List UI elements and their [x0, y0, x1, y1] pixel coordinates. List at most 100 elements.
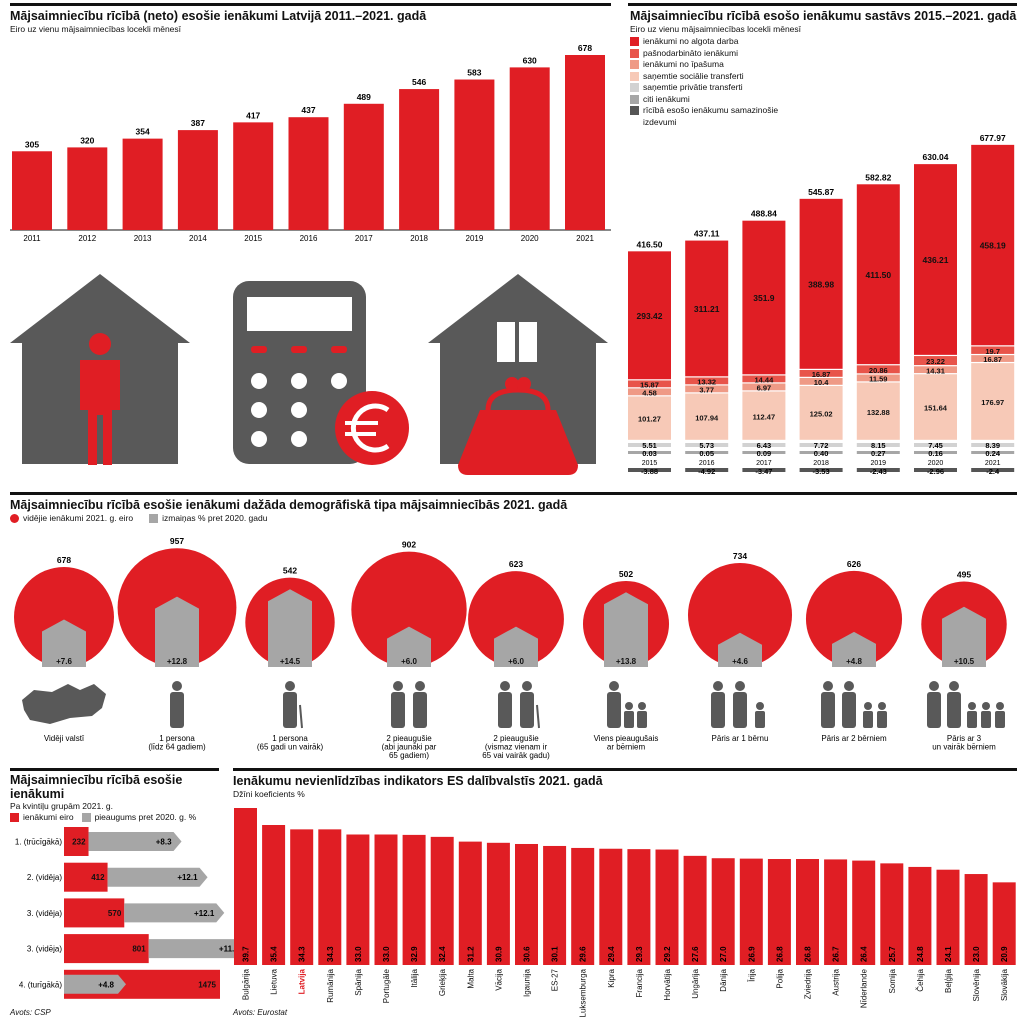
legend-label: izmaiņas % pret 2020. gadu: [162, 513, 268, 523]
bar: [233, 122, 274, 230]
income-bar: [64, 898, 125, 928]
legend-item: rīcībā esošo ienākumu samazinošie izdevu…: [630, 105, 810, 128]
panel4-subtitle: Pa kvintiļu grupām 2021. g.: [10, 801, 114, 811]
bar: [627, 849, 651, 965]
category-label: 3. (vidēja): [27, 909, 62, 918]
x-tick-label: 2018: [813, 460, 829, 467]
category-label: 65 vai vairāk gadu): [482, 751, 550, 760]
total-label: 677.97: [980, 133, 1006, 143]
stack-segment: [856, 184, 900, 365]
bar: [177, 130, 218, 230]
income-value-label: 502: [619, 569, 633, 579]
person-icon: [929, 681, 939, 691]
panel3-legend: vidējie ienākumi 2021. g. eiro izmaiņas …: [10, 513, 267, 525]
x-tick-label: 2017: [355, 234, 373, 243]
income-bubble: [468, 571, 564, 667]
person-icon: [413, 692, 427, 728]
change-arrow: [124, 903, 225, 923]
person-icon: [391, 692, 405, 728]
bar-value-label: 32.9: [410, 946, 419, 962]
country-label: Ungārija: [691, 968, 700, 998]
child-icon: [968, 702, 976, 710]
legend-label: ienākumi no īpašuma: [643, 59, 724, 69]
latvia-map-icon: [22, 684, 106, 724]
total-label: 488.84: [751, 209, 777, 219]
change-house-shape: [494, 626, 538, 667]
bar: [655, 849, 679, 965]
change-house-shape: [268, 589, 312, 667]
income-bubble: [117, 548, 237, 667]
segment-label: 151.64: [924, 404, 948, 413]
other-income-strip: [742, 451, 786, 454]
bar-value-label: 305: [25, 139, 39, 149]
expenses-strip: [971, 468, 1015, 472]
country-label: Čehija: [916, 968, 925, 991]
bar: [515, 843, 538, 965]
bar-value-label: 29.4: [607, 946, 616, 962]
bar-value-label: 678: [578, 43, 592, 53]
person-icon: [927, 692, 941, 728]
income-value-label: 957: [170, 536, 184, 546]
person-icon: [844, 681, 854, 691]
bar-value-label: 34.3: [298, 946, 307, 962]
segment-label: 8.15: [871, 441, 886, 450]
panel4-title: Mājsaimniecību rīcībā esošie ienākumi: [10, 773, 183, 801]
country-label: Beļģija: [944, 968, 953, 993]
segment-label: -4.92: [698, 467, 715, 476]
private-transfer-strip: [856, 443, 900, 447]
stack-segment: [914, 164, 957, 355]
x-tick-label: 2016: [300, 234, 318, 243]
legend-label: pieaugums pret 2020. g. %: [94, 812, 197, 822]
segment-label: 132.88: [867, 408, 890, 417]
segment-label: -2.4: [986, 467, 1000, 476]
stack-segment: [742, 375, 786, 383]
segment-label: 16.87: [812, 370, 831, 379]
bar-value-label: 437: [301, 105, 315, 115]
expenses-strip: [628, 468, 671, 472]
stack-segment: [628, 380, 671, 388]
country-label: Malta: [466, 968, 475, 988]
child-icon: [863, 711, 873, 728]
x-tick-label: 2015: [642, 460, 658, 467]
x-tick-label: 2016: [699, 460, 715, 467]
segment-label: 0.27: [871, 449, 886, 458]
change-arrow: [88, 832, 182, 851]
bar-value-label: 33.0: [382, 946, 391, 962]
segment-label: 3.77: [699, 386, 714, 395]
expenses-strip: [914, 468, 957, 472]
stack-segment: [971, 363, 1015, 440]
segment-label: 176.97: [981, 398, 1004, 407]
bar-value-label: 30.6: [523, 946, 532, 962]
segment-label: -3.88: [641, 467, 658, 476]
stack-segment: [856, 365, 900, 374]
category-label: (abi jaunāki par: [382, 743, 437, 752]
total-label: 582.82: [865, 172, 891, 182]
bar: [739, 858, 763, 965]
segment-label: 7.72: [814, 441, 829, 450]
bar-value-label: 27.0: [719, 946, 728, 962]
legend-swatch-red: [10, 813, 19, 822]
legend-item: pašnodarbināto ienākumi: [630, 48, 810, 60]
country-label: Bulgārija: [242, 968, 251, 1000]
bar: [964, 874, 988, 965]
change-arrow: [64, 974, 126, 994]
x-tick-label: 2012: [78, 234, 96, 243]
country-label: Slovākija: [1000, 968, 1009, 1001]
category-label: ar bērniem: [607, 743, 646, 752]
person-icon: [823, 681, 833, 691]
segment-label: 107.94: [695, 413, 719, 422]
total-label: 416.50: [637, 239, 663, 249]
bar-value-label: 35.4: [270, 946, 279, 962]
income-value-label: 623: [509, 559, 523, 569]
segment-label: 125.02: [810, 409, 833, 418]
expenses-strip: [685, 468, 729, 472]
panel1-rule: [10, 3, 611, 6]
person-icon: [609, 681, 619, 691]
change-label: +12.8: [167, 657, 188, 666]
legend-item: ienākumi no algota darba: [630, 36, 810, 48]
country-label: ES-27: [551, 968, 560, 991]
legend-item: saņemtie privātie transferti: [630, 82, 810, 94]
total-label: 437.11: [694, 229, 720, 239]
change-house-shape: [942, 606, 986, 667]
x-tick-label: 2019: [871, 460, 887, 467]
